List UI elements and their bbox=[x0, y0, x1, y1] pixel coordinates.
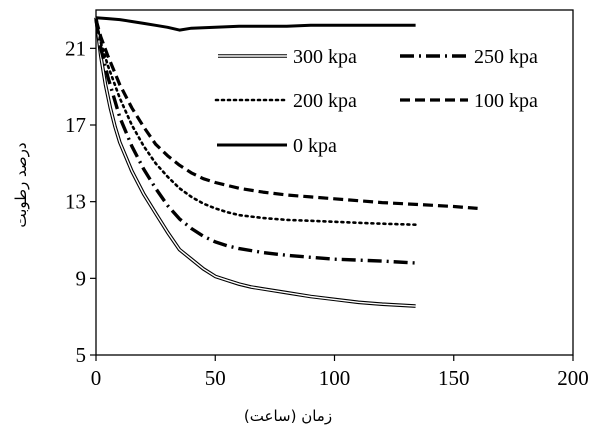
axes bbox=[90, 9, 574, 361]
x-tick-label: 100 bbox=[319, 366, 351, 390]
y-tick-label: 13 bbox=[65, 190, 86, 214]
legend-label: 300 kpa bbox=[293, 46, 357, 68]
series-line-outer bbox=[94, 17, 416, 308]
legend-entry: 0 kpa bbox=[217, 135, 337, 157]
legend-entry: 200 kpa bbox=[214, 90, 357, 112]
series-line bbox=[94, 18, 417, 226]
x-tick-label: 50 bbox=[205, 366, 226, 390]
y-tick-label: 5 bbox=[76, 343, 87, 367]
y-axis-title: درصد رطوبت bbox=[12, 142, 30, 227]
series-100-kpa bbox=[94, 19, 478, 210]
x-tick-label: 150 bbox=[438, 366, 470, 390]
legend-label: 250 kpa bbox=[474, 46, 538, 68]
tick-labels: 0 50 100 150 200 5 9 13 17 21 bbox=[65, 36, 589, 390]
legend-entry: 300 kpa bbox=[218, 46, 357, 68]
series-300-kpa bbox=[94, 17, 416, 308]
y-tick-label: 17 bbox=[65, 113, 86, 137]
series-line bbox=[94, 19, 416, 265]
legend-label: 200 kpa bbox=[293, 90, 357, 112]
legend-label: 0 kpa bbox=[293, 135, 337, 157]
series-200-kpa bbox=[94, 18, 417, 226]
x-tick-label: 0 bbox=[91, 366, 102, 390]
series-line bbox=[94, 19, 478, 210]
series-250-kpa bbox=[94, 19, 416, 265]
series-lines bbox=[94, 16, 478, 308]
series-line bbox=[95, 16, 416, 32]
legend-entry: 250 kpa bbox=[400, 46, 538, 68]
y-tick-label: 21 bbox=[65, 36, 86, 60]
series-0-kpa bbox=[95, 16, 416, 32]
x-axis-title: زمان (ساعت) bbox=[244, 407, 332, 425]
legend: 300 kpa 250 kpa 200 kpa 100 kpa 0 kpa bbox=[214, 46, 538, 157]
series-line-inner bbox=[95, 17, 416, 307]
legend-entry: 100 kpa bbox=[400, 90, 538, 112]
legend-label: 100 kpa bbox=[474, 90, 538, 112]
y-tick-label: 9 bbox=[76, 266, 87, 290]
x-tick-label: 200 bbox=[557, 366, 589, 390]
